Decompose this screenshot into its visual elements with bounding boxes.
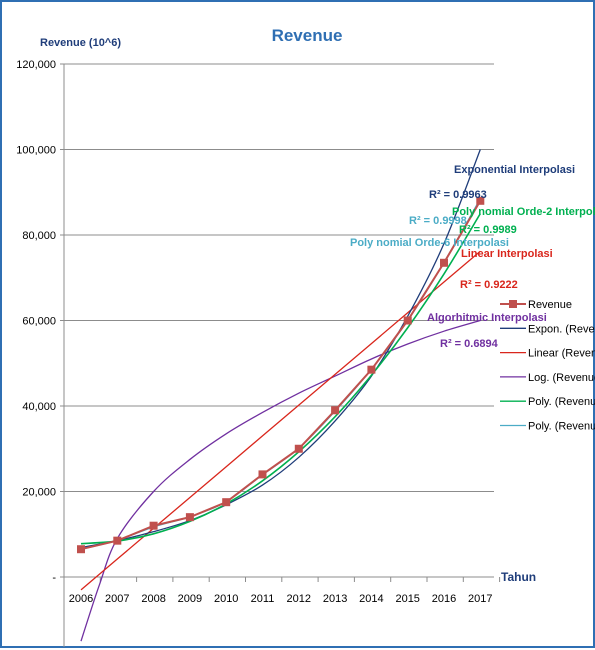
legend-entry: Expon. (Revenue): [528, 323, 595, 335]
y-tick-label: -: [52, 572, 56, 584]
poly-order6-trendline: [80, 198, 481, 550]
legend-entry: Log. (Revenue): [528, 372, 595, 384]
log-annotation: Algorhitmic Interpolasi: [427, 312, 547, 324]
poly6-annotation: Poly nomial Orde-6 Interpolasi: [350, 237, 509, 249]
revenue-data-point: [77, 545, 85, 554]
y-tick-label: 60,000: [22, 316, 56, 328]
revenue-data-point: [222, 498, 231, 507]
poly-order2-trendline: [80, 213, 481, 545]
x-tick-label: 2010: [214, 593, 238, 605]
revenue-data-point: [403, 316, 412, 325]
y-tick-label: 120,000: [16, 59, 56, 71]
poly2-r2-annotation: R² = 0.9989: [459, 224, 517, 236]
legend-marker: [509, 300, 517, 308]
legend-entry: Poly. (Revenue): [528, 421, 595, 433]
linear-r2-annotation: R² = 0.9222: [460, 279, 518, 291]
x-tick-label: 2007: [105, 593, 129, 605]
y-tick-label: 100,000: [16, 145, 56, 157]
revenue-data-point: [440, 258, 448, 267]
y-tick-label: 40,000: [22, 401, 56, 413]
exponential-annotation: Exponential Interpolasi: [454, 164, 575, 176]
linear-annotation: Linear Interpolasi: [461, 248, 553, 260]
x-tick-label: 2011: [251, 593, 275, 605]
y-axis-label: Revenue (10^6): [40, 37, 121, 49]
x-axis-label: Tahun: [501, 570, 536, 584]
revenue-data-point: [113, 536, 122, 545]
x-tick-label: 2014: [359, 593, 383, 605]
x-tick-label: 2008: [141, 593, 165, 605]
revenue-data-point: [149, 521, 158, 530]
x-tick-label: 2016: [432, 593, 456, 605]
x-tick-label: 2015: [395, 593, 419, 605]
x-tick-label: 2006: [69, 593, 93, 605]
x-tick-label: 2013: [323, 593, 347, 605]
legend-entry: Linear (Revenue): [528, 348, 595, 360]
revenue-data-point: [367, 365, 376, 374]
log-r2-annotation: R² = 0.6894: [440, 338, 499, 350]
x-tick-label: 2017: [468, 593, 492, 605]
y-tick-label: 20,000: [22, 487, 56, 499]
chart-title: Revenue: [272, 26, 343, 45]
revenue-data-point: [294, 444, 303, 453]
poly6-r2-annotation: R² = 0.9998: [409, 215, 467, 227]
exponential-r2-annotation: R² = 0.9963: [429, 189, 487, 201]
x-tick-label: 2009: [178, 593, 202, 605]
revenue-data-point: [185, 513, 194, 522]
poly2-annotation: Poly nomial Orde-2 Interpolasi: [452, 206, 595, 218]
revenue-data-point: [258, 470, 267, 479]
revenue-data-point: [476, 196, 485, 205]
revenue-data-point: [331, 406, 340, 415]
legend-entry: Poly. (Revenue): [528, 396, 595, 408]
revenue-line: [80, 200, 482, 551]
legend-entry: Revenue: [528, 299, 572, 311]
x-tick-label: 2012: [287, 593, 311, 605]
exponential-trendline: [80, 149, 481, 549]
y-tick-label: 80,000: [22, 230, 56, 242]
